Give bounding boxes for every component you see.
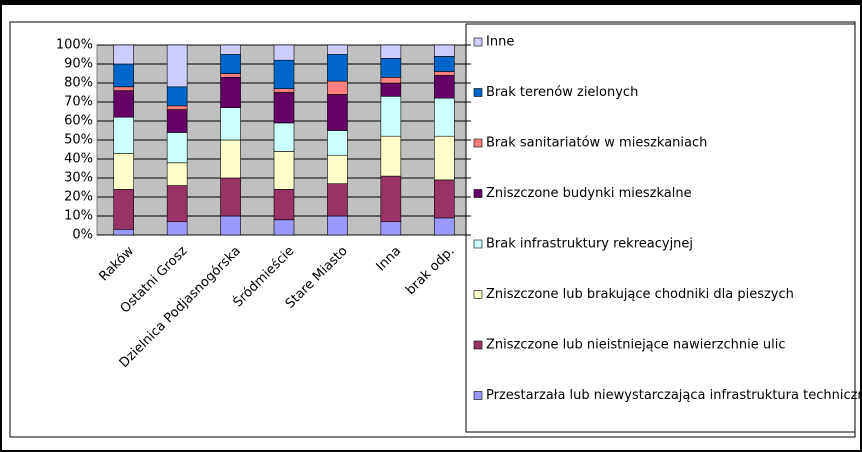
y-tick-label: 70% bbox=[64, 95, 93, 110]
y-tick-label: 50% bbox=[64, 133, 93, 148]
bar-segment bbox=[327, 80, 348, 95]
legend-swatch bbox=[473, 37, 483, 47]
legend-label: Brak sanitariatów w mieszkaniach bbox=[486, 136, 707, 151]
bar-segment bbox=[220, 77, 241, 109]
legend-box bbox=[465, 23, 856, 433]
bar-segment bbox=[327, 130, 348, 156]
bar-segment bbox=[220, 107, 241, 141]
bar-segment bbox=[166, 44, 188, 88]
y-tick-label: 10% bbox=[64, 209, 93, 224]
bar-segment bbox=[327, 94, 348, 131]
legend-label: Przestarzała lub niewystarczająca infras… bbox=[486, 388, 862, 403]
bar-segment bbox=[273, 92, 295, 124]
bar-segment bbox=[327, 44, 348, 55]
bar-segment bbox=[220, 73, 241, 78]
y-tick-label: 40% bbox=[64, 152, 93, 167]
y-tick-label: 60% bbox=[64, 114, 93, 129]
bar-segment bbox=[433, 135, 455, 181]
bar-segment bbox=[273, 88, 295, 93]
bar-segment bbox=[113, 116, 135, 154]
title-remnant bbox=[0, 0, 862, 5]
bar-segment bbox=[273, 59, 295, 90]
legend-swatch bbox=[473, 290, 483, 299]
bar-segment bbox=[220, 44, 241, 55]
y-tick-label: 30% bbox=[64, 171, 93, 186]
bar-segment bbox=[380, 82, 402, 97]
bar-segment bbox=[166, 109, 188, 133]
bar-segment bbox=[166, 185, 188, 223]
bar-segment bbox=[273, 122, 295, 152]
bar-segment bbox=[113, 86, 135, 91]
bar-segment bbox=[433, 179, 455, 219]
bar-segment bbox=[166, 221, 188, 236]
legend-swatch bbox=[473, 88, 483, 97]
legend-label: Zniszczone lub brakujące chodniki dla pi… bbox=[486, 287, 794, 302]
bar-segment bbox=[327, 54, 348, 82]
bar-segment bbox=[113, 90, 135, 118]
bar-segment bbox=[113, 189, 135, 230]
bar-segment bbox=[273, 44, 295, 61]
y-tick-label: 90% bbox=[64, 57, 93, 72]
bar-segment bbox=[433, 56, 455, 72]
legend-label: Zniszczone budynki mieszkalne bbox=[486, 186, 692, 201]
bar-segment bbox=[327, 215, 348, 236]
legend-label: Brak infrastruktury rekreacyjnej bbox=[486, 237, 693, 252]
bar-segment bbox=[166, 105, 188, 110]
bar-segment bbox=[433, 75, 455, 99]
bar-segment bbox=[380, 44, 402, 59]
legend-swatch bbox=[473, 189, 483, 198]
legend-label: Brak terenów zielonych bbox=[486, 85, 638, 100]
bar-segment bbox=[380, 221, 402, 236]
bar-segment bbox=[433, 217, 455, 236]
y-tick-label: 80% bbox=[64, 76, 93, 91]
legend-swatch bbox=[473, 391, 483, 400]
bar-segment bbox=[166, 162, 188, 186]
y-tick-label: 20% bbox=[64, 190, 93, 205]
y-tick-label: 0% bbox=[72, 228, 93, 243]
bar-segment bbox=[380, 77, 402, 84]
bar-segment bbox=[273, 151, 295, 190]
bar-segment bbox=[220, 177, 241, 217]
bar-segment bbox=[380, 96, 402, 137]
legend-label: Inne bbox=[486, 35, 514, 50]
y-tick-label: 100% bbox=[56, 38, 93, 53]
bar-segment bbox=[433, 71, 455, 76]
bar-segment bbox=[433, 44, 455, 57]
legend-swatch bbox=[473, 340, 483, 350]
bar-segment bbox=[220, 139, 241, 179]
legend-swatch bbox=[473, 138, 483, 148]
bar-segment bbox=[380, 57, 402, 78]
bar-segment bbox=[113, 229, 135, 236]
bar-segment bbox=[327, 154, 348, 184]
bar-segment bbox=[273, 189, 295, 221]
bar-segment bbox=[220, 54, 241, 74]
bar-segment bbox=[220, 215, 241, 236]
legend-swatch bbox=[473, 239, 483, 249]
bar-segment bbox=[166, 132, 188, 164]
bar-segment bbox=[433, 97, 455, 137]
bar-segment bbox=[166, 86, 188, 107]
bar-segment bbox=[380, 175, 402, 223]
bar-segment bbox=[113, 153, 135, 190]
legend-label: Zniszczone lub nieistniejące nawierzchni… bbox=[486, 338, 786, 353]
bar-segment bbox=[113, 63, 135, 88]
bar-segment bbox=[273, 219, 295, 236]
bar-segment bbox=[113, 44, 135, 65]
bar-segment bbox=[327, 183, 348, 217]
bar-segment bbox=[380, 135, 402, 177]
